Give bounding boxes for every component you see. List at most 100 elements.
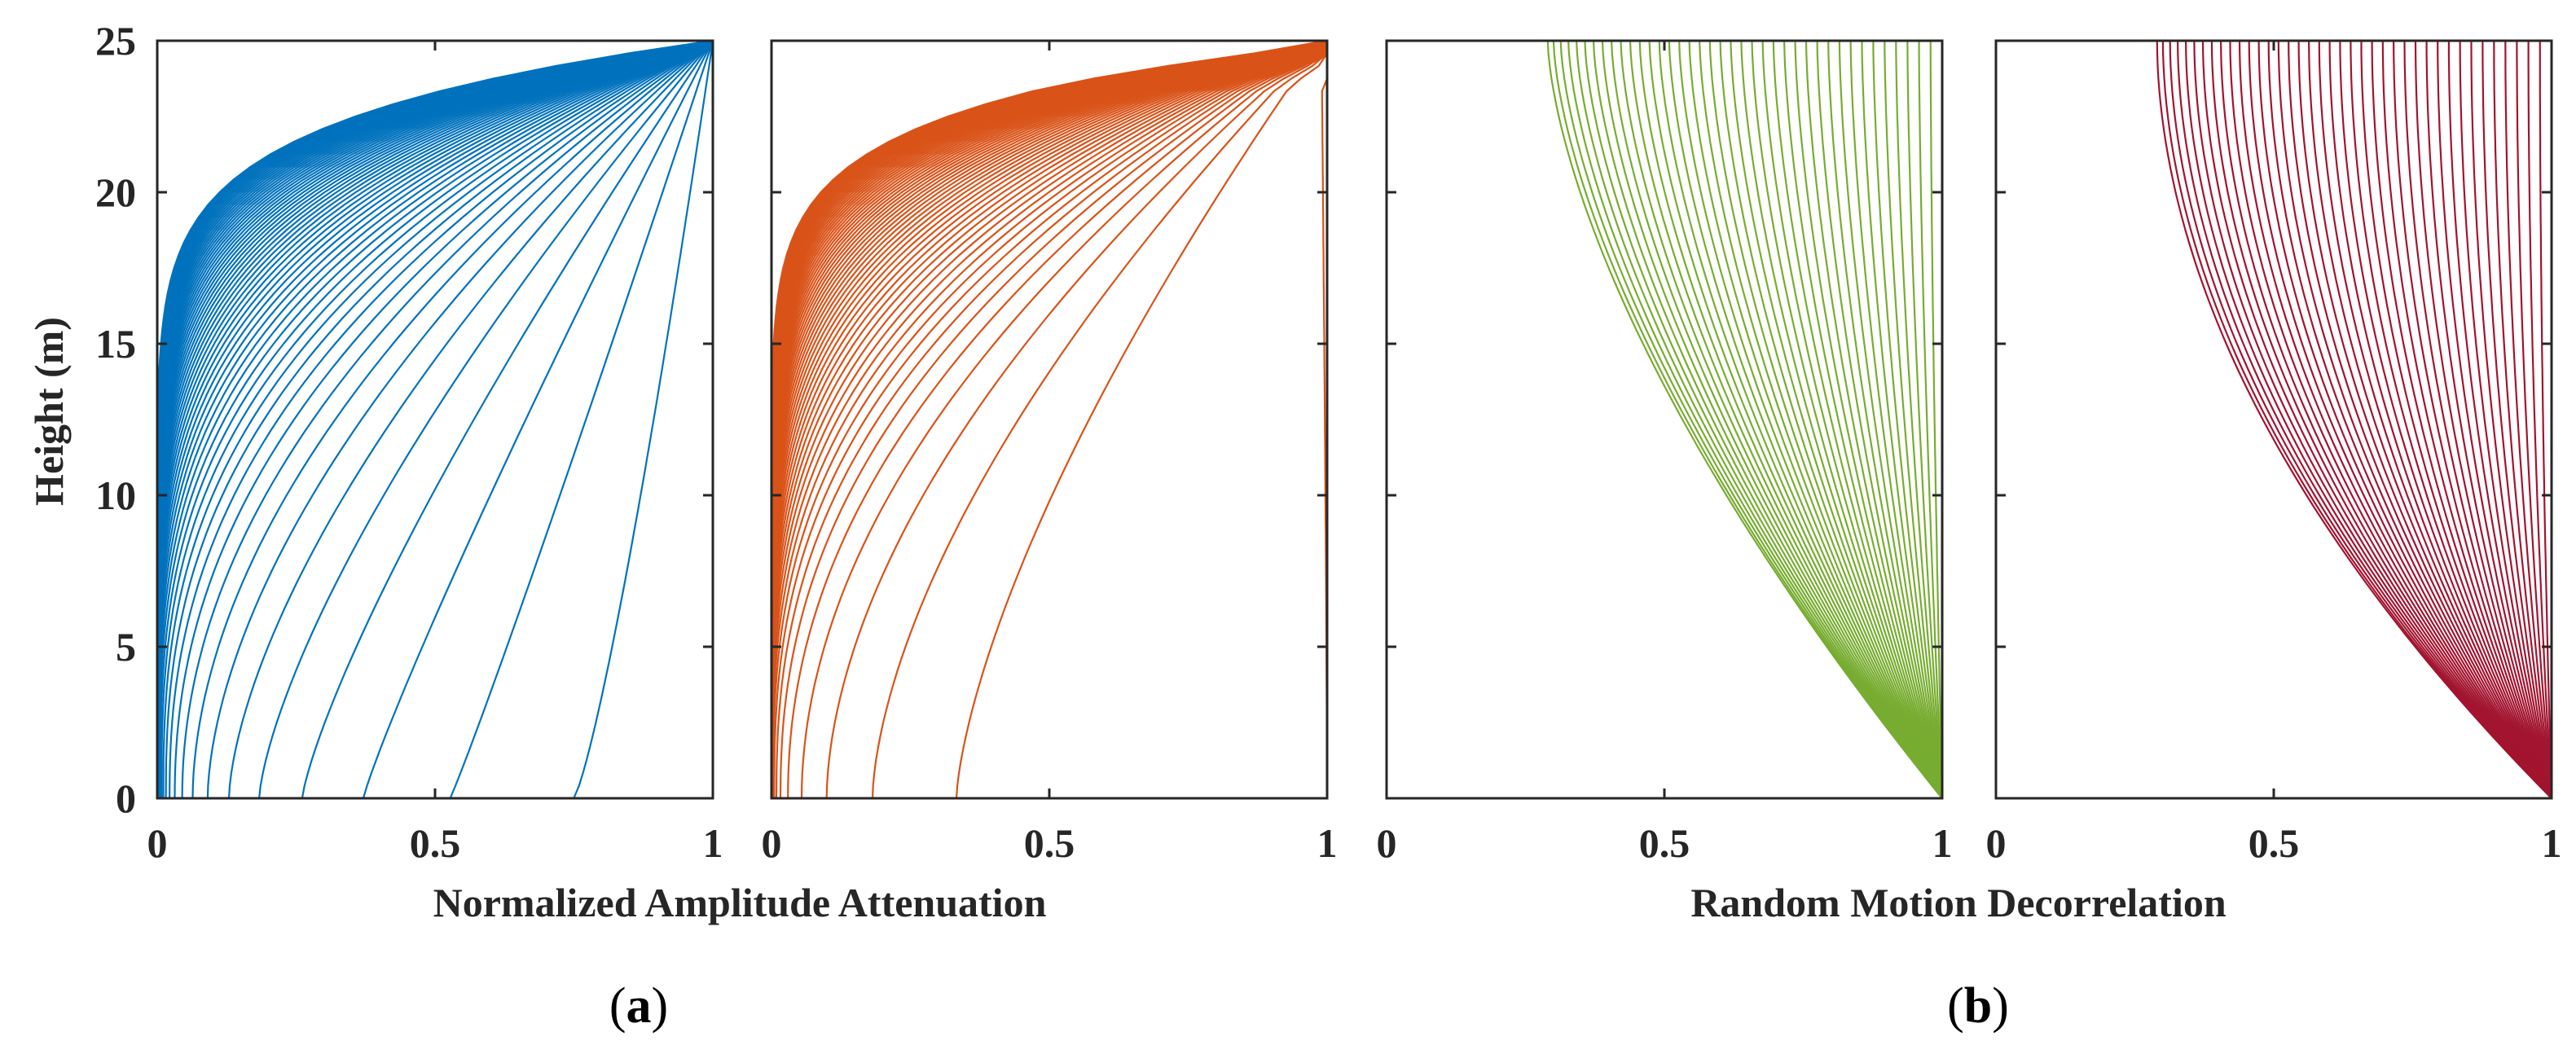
- series-line: [1827, 40, 1944, 799]
- series-line: [2539, 40, 2553, 799]
- series-line: [2437, 41, 2553, 799]
- series-line: [1838, 40, 1944, 799]
- series-line: [2371, 40, 2553, 799]
- series-line: [162, 40, 714, 798]
- x-tick-label: 1: [1317, 820, 1338, 866]
- series-line: [2504, 40, 2553, 799]
- y-tick-label: 10: [95, 472, 136, 518]
- series-line: [2308, 40, 2552, 799]
- series-line: [1872, 40, 1944, 799]
- series-line: [1611, 40, 1943, 799]
- ticks-b-right: 0 0.5 1: [1986, 39, 2562, 866]
- x-tick-label: 0: [147, 820, 168, 866]
- x-axis-label-a: Normalized Amplitude Attenuation: [433, 880, 1047, 925]
- y-axis-label: Height (m): [26, 317, 72, 506]
- series-line: [1884, 40, 1944, 799]
- series-line: [1751, 40, 1944, 799]
- series-line: [2177, 40, 2552, 799]
- x-tick-label: 1: [2542, 820, 2562, 866]
- series-line: [2481, 41, 2553, 799]
- series-line: [2248, 40, 2552, 799]
- series-line: [2328, 40, 2552, 799]
- series-line: [1929, 40, 1944, 799]
- series-line: [2493, 40, 2553, 799]
- series-line: [1699, 40, 1943, 799]
- series-line: [2360, 41, 2552, 799]
- x-axis-label-b: Random Motion Decorrelation: [1690, 880, 2227, 925]
- series-line: [2193, 40, 2552, 799]
- series-line: [2393, 40, 2553, 799]
- series-line: [1678, 40, 1943, 799]
- series-line: [1567, 40, 1943, 799]
- series-line: [1740, 40, 1944, 799]
- series-line: [227, 40, 714, 799]
- series-line: [2470, 41, 2553, 799]
- series-line: [1861, 40, 1944, 799]
- series-line: [2169, 40, 2552, 799]
- series-line: [160, 40, 714, 798]
- series-line: [1601, 40, 1943, 799]
- series-line: [2425, 41, 2553, 799]
- series-line: [1658, 40, 1943, 799]
- curves-b-left: [1546, 40, 1944, 799]
- series-line: [2318, 40, 2552, 799]
- x-tick-label: 0.5: [1639, 820, 1690, 866]
- series-line: [800, 41, 1329, 799]
- x-tick-label: 1: [1932, 820, 1953, 866]
- y-tick-label: 0: [116, 775, 136, 821]
- series-line: [1559, 40, 1943, 799]
- series-line: [1772, 40, 1944, 799]
- series-line: [2447, 41, 2553, 799]
- series-line: [2414, 40, 2553, 799]
- series-line: [1638, 40, 1943, 799]
- series-line: [258, 40, 714, 799]
- x-tick-label: 0.5: [410, 820, 461, 866]
- series-line: [1895, 40, 1944, 799]
- series-line: [1719, 40, 1944, 799]
- series-line: [206, 40, 714, 799]
- y-tick-label: 20: [95, 169, 136, 215]
- series-line: [2210, 40, 2552, 799]
- series-line: [1849, 40, 1944, 799]
- series-line: [1761, 40, 1944, 799]
- series-line: [2238, 40, 2552, 799]
- panel-label-a: (a): [609, 978, 668, 1034]
- series-line: [2516, 41, 2553, 799]
- series-line: [775, 40, 1329, 799]
- ticks-b-left: 0 0.5 1: [1377, 39, 1953, 866]
- series-line: [1592, 40, 1943, 799]
- series-line: [2403, 40, 2553, 799]
- series-line: [1576, 40, 1943, 799]
- curves-a-left: [156, 39, 714, 799]
- series-line: [2277, 40, 2552, 799]
- series-line: [449, 40, 714, 799]
- series-line: [1816, 40, 1944, 799]
- panel-b-left: 0 0.5 1: [1377, 39, 1953, 866]
- series-line: [787, 41, 1329, 799]
- series-line: [2220, 40, 2552, 799]
- series-line: [2459, 40, 2553, 799]
- series-line: [1906, 40, 1944, 799]
- x-tick-label: 0: [1377, 820, 1397, 866]
- series-line: [2267, 40, 2552, 799]
- series-line: [1794, 40, 1944, 799]
- series-line: [2257, 40, 2552, 799]
- series-line: [2350, 40, 2552, 799]
- series-line: [2229, 40, 2552, 799]
- series-line: [771, 40, 1328, 798]
- series-line: [2156, 40, 2552, 799]
- series-line: [773, 40, 1329, 798]
- y-tick-label: 25: [95, 18, 136, 64]
- series-line: [1688, 40, 1943, 799]
- panel-label-b: (b): [1947, 978, 2009, 1034]
- x-tick-label: 1: [703, 820, 723, 866]
- series-line: [158, 39, 714, 798]
- series-line: [2185, 40, 2552, 799]
- series-line: [2339, 40, 2552, 799]
- curves-b-right: [2156, 40, 2553, 799]
- series-line: [191, 40, 714, 799]
- series-line: [1552, 40, 1943, 799]
